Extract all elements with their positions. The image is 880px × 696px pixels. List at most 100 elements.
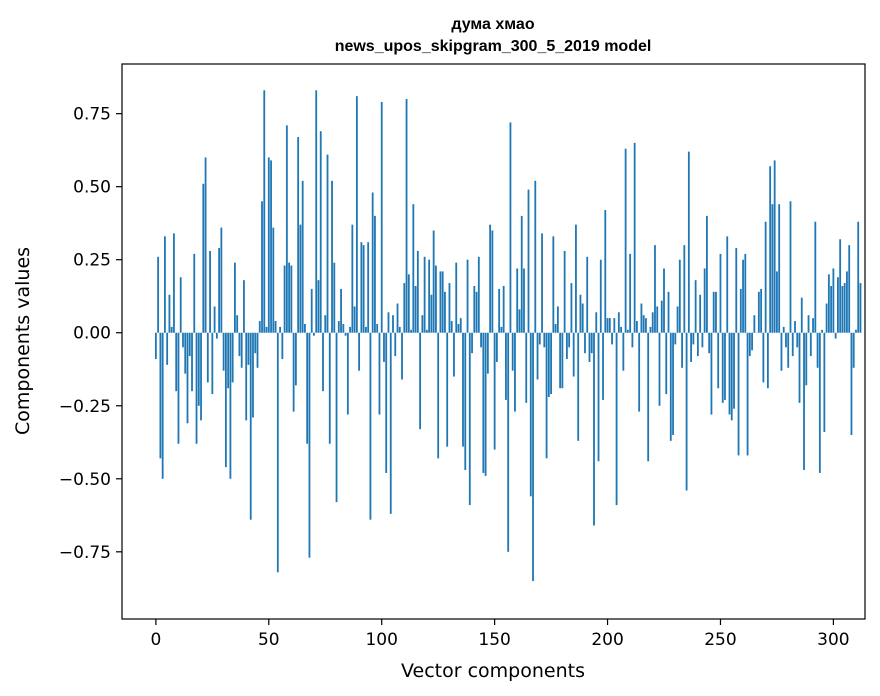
- bar-52: [272, 227, 275, 333]
- bar-302: [837, 277, 839, 333]
- bar-55: [279, 326, 281, 333]
- bar-220: [651, 312, 654, 333]
- bar-9: [175, 332, 178, 392]
- bar-84: [344, 332, 347, 336]
- bar-21: [202, 183, 205, 333]
- bar-178: [556, 306, 559, 333]
- bar-117: [419, 332, 422, 430]
- bar-187: [577, 332, 580, 441]
- bar-109: [401, 332, 403, 380]
- bar-41: [247, 332, 250, 365]
- bar-57: [283, 265, 286, 333]
- bar-141: [473, 286, 476, 333]
- bar-312: [859, 283, 862, 333]
- chart-title-line2: news_upos_skipgram_300_5_2019 model: [335, 38, 652, 55]
- bar-10: [177, 332, 180, 444]
- bar-190: [584, 332, 586, 354]
- bar-164: [525, 332, 528, 403]
- bar-303: [839, 239, 842, 333]
- bar-311: [857, 221, 860, 333]
- y-tick-label: 0.25: [73, 251, 111, 271]
- bar-44: [254, 332, 257, 354]
- bar-105: [392, 315, 394, 333]
- bar-197: [599, 259, 602, 333]
- bar-42: [249, 332, 252, 520]
- bar-143: [477, 256, 480, 333]
- bar-292: [814, 221, 817, 333]
- bar-216: [642, 315, 645, 333]
- bar-238: [692, 332, 695, 345]
- bar-239: [694, 280, 697, 333]
- bar-58: [285, 125, 288, 333]
- bar-47: [261, 201, 263, 333]
- bar-271: [766, 332, 769, 389]
- y-tick-label: −0.50: [59, 470, 111, 490]
- bar-210: [629, 253, 632, 333]
- bar-156: [507, 332, 510, 552]
- bar-242: [701, 332, 704, 348]
- bar-250: [719, 253, 722, 333]
- bar-258: [737, 332, 740, 456]
- bar-120: [425, 329, 428, 333]
- bar-307: [848, 245, 851, 333]
- bar-245: [708, 332, 711, 354]
- bar-115: [414, 286, 417, 333]
- bar-16: [191, 332, 193, 392]
- bar-165: [527, 189, 530, 333]
- bar-127: [441, 271, 444, 333]
- bar-235: [685, 332, 688, 491]
- bar-4: [164, 236, 166, 333]
- bar-276: [778, 204, 781, 333]
- bar-264: [751, 332, 753, 351]
- bar-279: [785, 332, 787, 348]
- bar-96: [371, 192, 374, 333]
- bar-154: [502, 286, 505, 333]
- bar-29: [220, 227, 223, 333]
- bar-254: [728, 332, 731, 415]
- bar-56: [281, 332, 284, 360]
- bar-236: [687, 151, 690, 333]
- bar-67: [306, 332, 309, 444]
- bar-46: [258, 321, 261, 333]
- bar-153: [500, 326, 503, 333]
- y-tick-label: 0.00: [73, 324, 111, 344]
- bar-237: [690, 332, 693, 362]
- y-tick-label: −0.25: [59, 397, 111, 417]
- bar-69: [310, 288, 313, 333]
- bar-278: [782, 326, 785, 333]
- bar-83: [342, 323, 345, 333]
- bar-299: [830, 286, 833, 333]
- bar-269: [762, 332, 765, 383]
- bar-212: [633, 142, 636, 333]
- bar-219: [649, 326, 652, 333]
- bar-241: [699, 294, 702, 333]
- bar-136: [462, 332, 464, 447]
- bar-126: [439, 271, 442, 333]
- bar-2: [159, 332, 162, 459]
- bar-99: [378, 332, 381, 415]
- bar-49: [265, 326, 268, 333]
- bar-125: [437, 332, 440, 459]
- bar-157: [509, 122, 512, 333]
- bar-184: [570, 283, 573, 333]
- bar-179: [559, 332, 562, 389]
- bar-92: [362, 245, 365, 333]
- bar-251: [721, 332, 724, 403]
- bar-291: [812, 318, 814, 333]
- bar-305: [843, 283, 846, 333]
- bar-193: [590, 332, 593, 354]
- bar-177: [554, 323, 557, 333]
- bar-36: [236, 315, 239, 333]
- bar-255: [730, 332, 733, 421]
- bar-273: [771, 204, 774, 333]
- bar-206: [620, 326, 622, 333]
- bar-173: [545, 332, 548, 459]
- bar-72: [317, 280, 320, 333]
- bar-1: [157, 256, 160, 333]
- bar-112: [407, 274, 410, 333]
- bar-209: [626, 329, 629, 333]
- bar-74: [322, 332, 324, 392]
- bar-93: [365, 326, 367, 333]
- bar-145: [482, 332, 485, 473]
- bar-140: [471, 332, 473, 354]
